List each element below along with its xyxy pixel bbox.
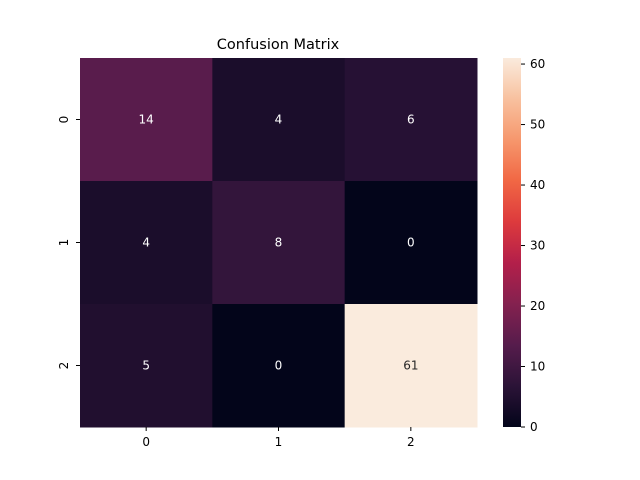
cell-value-label: 4 <box>275 113 283 127</box>
cell-value-label: 0 <box>407 236 415 250</box>
x-tick-label: 2 <box>407 435 415 449</box>
heatmap-cell <box>212 58 346 182</box>
cell-value-label: 5 <box>142 359 150 373</box>
cell-value-label: 6 <box>407 113 415 127</box>
colorbar-tick-label: 40 <box>530 178 545 192</box>
cell-value-label: 4 <box>142 236 150 250</box>
cell-value-label: 0 <box>275 359 283 373</box>
colorbar-tick-label: 60 <box>530 57 545 71</box>
y-tick-label: 1 <box>57 239 71 247</box>
heatmap-cell <box>212 181 346 305</box>
heatmap-cell <box>212 304 346 428</box>
colorbar-tick-label: 20 <box>530 299 545 313</box>
cell-value-label: 14 <box>139 113 154 127</box>
y-tick-label: 0 <box>57 116 71 124</box>
heatmap-cell <box>344 304 478 428</box>
colorbar-gradient <box>503 58 521 427</box>
cell-value-label: 61 <box>403 359 418 373</box>
x-tick-label: 1 <box>275 435 283 449</box>
heatmap-cell <box>80 181 213 305</box>
colorbar-tick-label: 50 <box>530 118 545 132</box>
colorbar: 0 10 20 30 40 50 60 <box>503 57 545 434</box>
chart-title: Confusion Matrix <box>217 37 340 53</box>
x-axis: 0 1 2 <box>142 427 415 449</box>
x-tick-label: 0 <box>142 435 150 449</box>
heatmap-cells <box>80 58 478 428</box>
cell-value-label: 8 <box>275 236 283 250</box>
colorbar-tick-label: 0 <box>530 420 538 434</box>
colorbar-tick-label: 10 <box>530 360 545 374</box>
heatmap-cell <box>344 58 478 182</box>
y-tick-label: 2 <box>57 362 71 370</box>
y-axis: 0 1 2 <box>57 116 80 370</box>
heatmap-cell <box>80 58 213 182</box>
heatmap-cell <box>344 181 478 305</box>
heatmap-cell <box>80 304 213 428</box>
colorbar-tick-label: 30 <box>530 239 545 253</box>
cell-annotations: 14 4 6 4 8 0 5 0 61 <box>139 113 419 373</box>
